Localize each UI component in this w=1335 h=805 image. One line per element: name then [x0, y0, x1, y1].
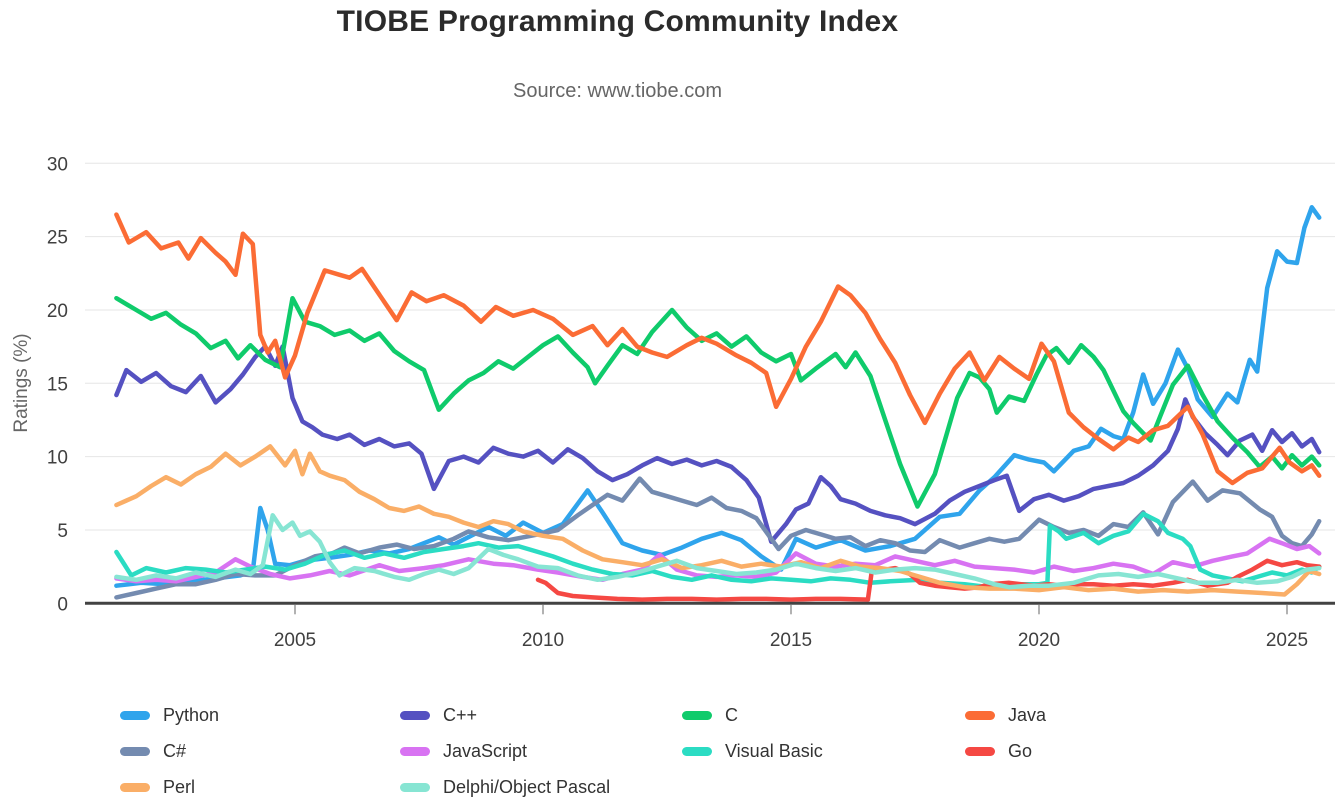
series-line-visual-basic[interactable] [114, 511, 1322, 590]
series-lines [114, 205, 1322, 602]
legend-label: Visual Basic [725, 740, 823, 761]
series-line-c[interactable] [114, 295, 1322, 509]
legend-item-javascript[interactable]: JavaScript [400, 739, 527, 763]
legend-swatch-icon [400, 782, 430, 792]
x-tick-label-2015: 2015 [770, 630, 812, 651]
legend-label: Perl [163, 776, 196, 797]
legend-label: Go [1008, 740, 1033, 761]
legend-label: C [725, 704, 738, 725]
y-tick-label-15: 15 [47, 374, 68, 395]
legend-swatch-icon [400, 746, 430, 756]
legend-swatch-icon [400, 710, 430, 720]
y-tick-label-20: 20 [47, 301, 68, 322]
chart-subtitle: Source: www.tiobe.com [513, 80, 722, 102]
x-tick-label-2020: 2020 [1018, 630, 1060, 651]
series-line-c-[interactable] [114, 476, 1322, 600]
legend-item-c[interactable]: C [682, 703, 738, 727]
chart-title: TIOBE Programming Community Index [336, 5, 899, 38]
x-tick-label-2025: 2025 [1266, 630, 1308, 651]
legend-label: C# [163, 740, 187, 761]
series-line-javascript[interactable] [114, 536, 1322, 584]
legend-swatch-icon [120, 782, 150, 792]
legend-item-perl[interactable]: Perl [120, 775, 195, 799]
legend-label: C++ [443, 704, 478, 725]
legend-swatch-icon [965, 710, 995, 720]
legend-label: Java [1008, 704, 1047, 725]
legend-swatch-icon [682, 746, 712, 756]
legend-item-python[interactable]: Python [120, 703, 219, 727]
y-tick-label-5: 5 [57, 521, 68, 542]
legend-item-delphi-object-pascal[interactable]: Delphi/Object Pascal [400, 775, 610, 799]
legend-label: JavaScript [443, 740, 528, 761]
legend-item-java[interactable]: Java [965, 703, 1046, 727]
y-tick-label-0: 0 [57, 594, 68, 615]
legend-swatch-icon [682, 710, 712, 720]
legend-item-c-[interactable]: C# [120, 739, 186, 763]
legend-label: Python [163, 704, 220, 725]
y-tick-label-30: 30 [47, 154, 68, 175]
y-axis-title: Ratings (%) [11, 333, 32, 432]
legend-label: Delphi/Object Pascal [443, 776, 611, 797]
series-line-java[interactable] [114, 212, 1322, 486]
legend-swatch-icon [965, 746, 995, 756]
legend-swatch-icon [120, 746, 150, 756]
series-line-delphi-object-pascal[interactable] [114, 513, 1322, 590]
y-tick-label-10: 10 [47, 448, 68, 469]
legend-item-visual-basic[interactable]: Visual Basic [682, 739, 823, 763]
y-tick-label-25: 25 [47, 228, 68, 249]
series-line-perl[interactable] [114, 444, 1322, 597]
series-line-c-[interactable] [114, 344, 1322, 544]
x-tick-label-2005: 2005 [274, 630, 316, 651]
legend-swatch-icon [120, 710, 150, 720]
x-tick-label-2010: 2010 [522, 630, 564, 651]
legend-item-c-[interactable]: C++ [400, 703, 477, 727]
legend-item-go[interactable]: Go [965, 739, 1032, 763]
